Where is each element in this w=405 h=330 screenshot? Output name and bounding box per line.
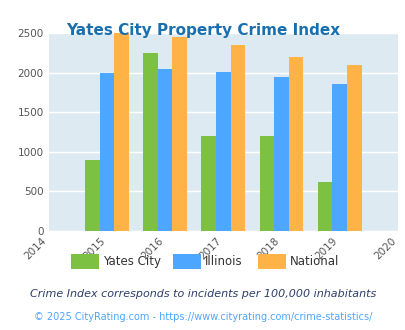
Bar — [99, 73, 114, 231]
Text: National: National — [290, 255, 339, 268]
Bar — [288, 57, 303, 231]
Text: Crime Index corresponds to incidents per 100,000 inhabitants: Crime Index corresponds to incidents per… — [30, 289, 375, 299]
Text: Illinois: Illinois — [205, 255, 242, 268]
Bar — [215, 72, 230, 231]
Bar — [143, 53, 158, 231]
Text: Yates City: Yates City — [103, 255, 161, 268]
Bar — [259, 136, 273, 231]
Bar — [332, 84, 346, 231]
Bar — [114, 33, 128, 231]
Bar — [273, 77, 288, 231]
Text: © 2025 CityRating.com - https://www.cityrating.com/crime-statistics/: © 2025 CityRating.com - https://www.city… — [34, 312, 371, 322]
Bar — [201, 136, 215, 231]
Bar — [230, 45, 245, 231]
Bar — [317, 182, 332, 231]
Bar — [172, 37, 186, 231]
Bar — [158, 69, 172, 231]
Text: Yates City Property Crime Index: Yates City Property Crime Index — [66, 23, 339, 38]
Bar — [346, 65, 360, 231]
Bar — [85, 160, 99, 231]
